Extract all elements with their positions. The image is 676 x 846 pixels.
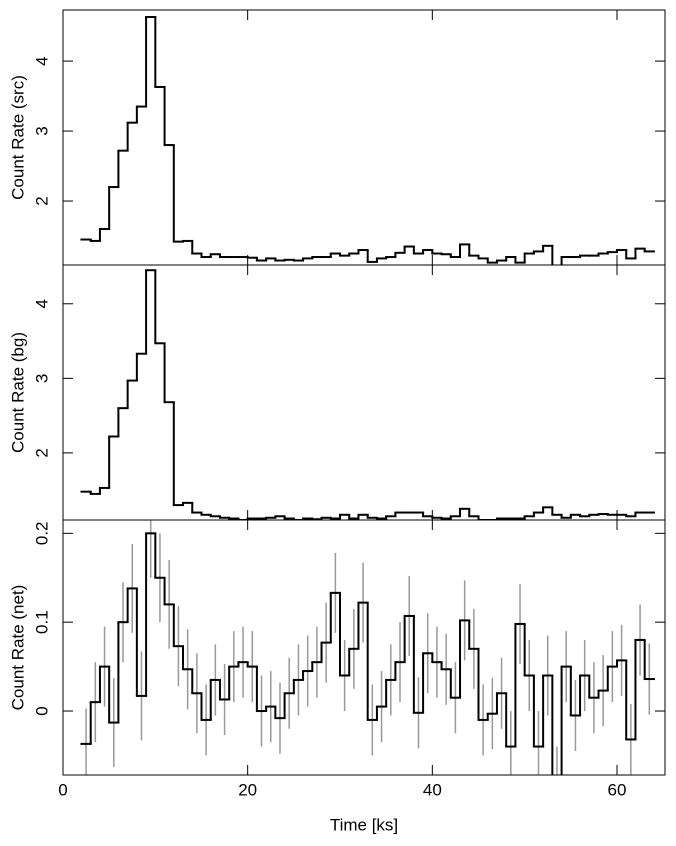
- plot-area: [80, 269, 655, 520]
- y-axis-label: Count Rate (net): [8, 585, 27, 711]
- y-tick-label: 3: [32, 374, 51, 383]
- plot-area: [80, 520, 655, 775]
- y-tick-label: 4: [32, 56, 51, 65]
- y-tick-label: 0.2: [32, 522, 51, 546]
- panel-frame: [62, 264, 666, 521]
- y-tick-label: 0: [32, 706, 51, 715]
- y-axis-label: Count Rate (src): [8, 75, 27, 200]
- x-tick-label: 20: [238, 780, 257, 799]
- y-tick-label: 0.1: [32, 610, 51, 634]
- panel-frame: [62, 519, 666, 776]
- y-tick-label: 2: [32, 196, 51, 205]
- y-tick-label: 3: [32, 126, 51, 135]
- plot-area: [80, 15, 655, 265]
- y-tick-label: 4: [32, 299, 51, 308]
- x-tick-label: 60: [608, 780, 627, 799]
- y-tick-label: 2: [32, 448, 51, 457]
- x-tick-label: 40: [423, 780, 442, 799]
- x-axis-label: Time [ks]: [330, 815, 398, 834]
- y-axis-label: Count Rate (bg): [8, 332, 27, 453]
- panel-frame: [62, 9, 666, 266]
- x-tick-label: 0: [58, 780, 67, 799]
